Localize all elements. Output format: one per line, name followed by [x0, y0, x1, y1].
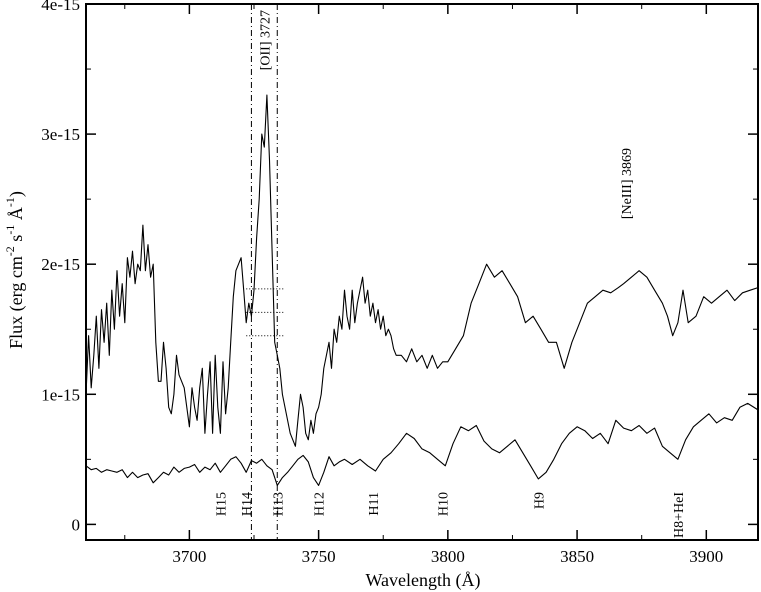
balmer-line-label: H9 [532, 492, 547, 509]
lower-spectrum-line [85, 402, 759, 486]
upper-spectrum-line [85, 94, 759, 447]
x-tick-label: 3750 [302, 547, 336, 566]
line-labels: [OII] 3727 [NeIII] 3869 H15 H14 H13 H12 H11 H10… [214, 10, 686, 538]
plot-frame [85, 3, 759, 541]
balmer-line-label: H11 [367, 492, 382, 516]
x-tick-label: 3700 [172, 547, 206, 566]
y-axis-title-sup: -1 [3, 225, 17, 235]
y-axis-title-sup: -1 [3, 197, 17, 207]
axes-frame [85, 3, 759, 541]
balmer-line-label: H14 [240, 492, 255, 516]
y-tick-label: 4e-15 [41, 0, 80, 14]
y-axis-title-part: Å [6, 207, 26, 225]
emission-line-label: [OII] 3727 [258, 10, 273, 70]
y-tick-label: 3e-15 [41, 125, 80, 144]
y-tick-label: 0 [72, 515, 81, 534]
x-axis-title: Wavelength (Å) [365, 570, 480, 591]
balmer-line-label: H8+HeI [672, 492, 687, 538]
y-axis-title-part: Flux (erg cm [6, 256, 27, 349]
balmer-line-label: H13 [271, 492, 286, 516]
axis-ticks: 3700 3750 3800 3850 3900 0 1e-15 2e-15 3e-15 4e-1… [41, 0, 758, 566]
balmer-line-label: H12 [313, 492, 328, 516]
y-axis-title: Flux (erg cm-2 s-1 Å-1) [3, 191, 27, 349]
balmer-line-label: H10 [437, 492, 452, 516]
balmer-line-label: H15 [214, 492, 229, 516]
emission-line-label: [NeIII] 3869 [620, 148, 635, 219]
x-tick-label: 3850 [560, 547, 594, 566]
y-tick-label: 2e-15 [41, 255, 80, 274]
y-tick-label: 1e-15 [41, 385, 80, 404]
series-layer [85, 94, 759, 486]
y-axis-title-part: ) [6, 191, 27, 197]
x-tick-label: 3900 [689, 547, 723, 566]
x-tick-label: 3800 [431, 547, 465, 566]
y-axis-title-sup: -2 [3, 246, 17, 256]
reference-lines [246, 4, 286, 540]
y-axis-title-part: s [6, 235, 26, 247]
